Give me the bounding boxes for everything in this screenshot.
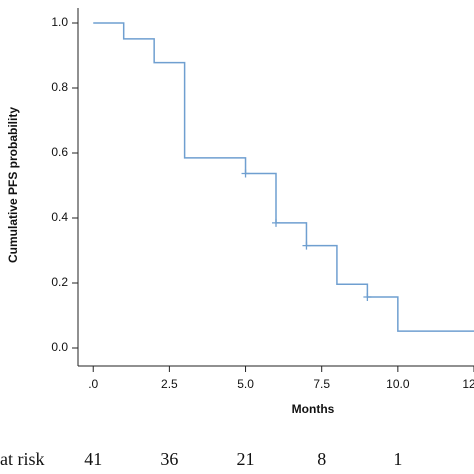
x-tick-label: 10.0 (386, 377, 410, 391)
survival-line (93, 22, 474, 332)
at-risk-count: 36 (160, 449, 178, 469)
censor-mark (272, 218, 280, 227)
at-risk-count: 21 (237, 449, 255, 469)
censor-mark (302, 241, 311, 250)
y-tick-label: 0.2 (51, 275, 68, 289)
y-axis-label: Cumulative PFS probability (6, 107, 20, 263)
at-risk-count: 8 (317, 449, 326, 469)
censor-mark (241, 169, 250, 178)
y-tick-label: 0.8 (51, 80, 68, 94)
x-axis-label: Months (292, 402, 335, 416)
y-tick-label: 0.0 (51, 340, 68, 354)
x-tick-label: .0 (88, 377, 98, 391)
at-risk-label: at risk (0, 449, 45, 469)
y-tick-label: 1.0 (51, 15, 68, 29)
at-risk-count: 41 (84, 449, 102, 469)
at-risk-count: 1 (393, 449, 402, 469)
censor-mark (363, 292, 372, 301)
x-tick-label: 7.5 (313, 377, 330, 391)
x-tick-label: 12.5 (462, 377, 474, 391)
y-tick-label: 0.4 (51, 210, 68, 224)
x-tick-label: 2.5 (161, 377, 178, 391)
x-tick-label: 5.0 (237, 377, 254, 391)
y-tick-label: 0.6 (51, 145, 68, 159)
